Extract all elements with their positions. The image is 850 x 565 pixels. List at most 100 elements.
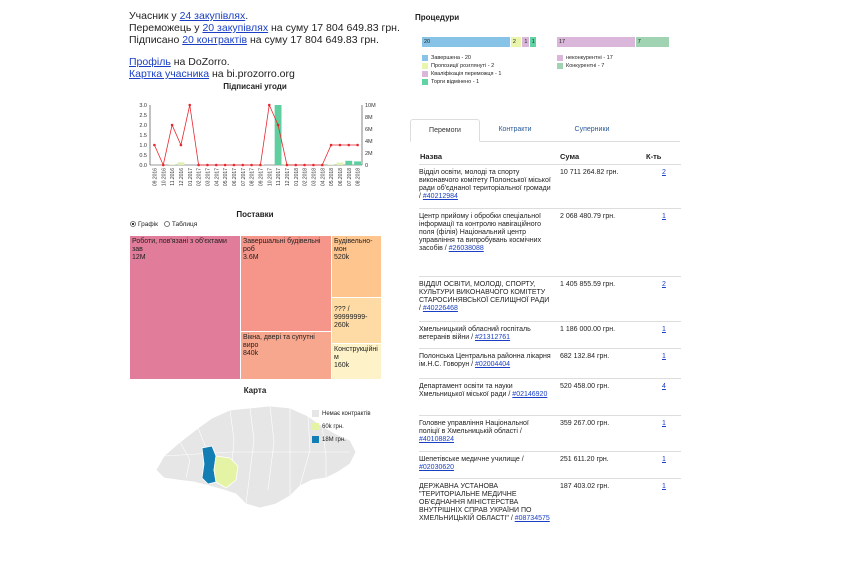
supplies-treemap: Роботи, пов'язані з об'єктами зав 12M Зав… <box>130 236 382 380</box>
win-count-link[interactable]: 1 <box>662 213 666 220</box>
radio-graph[interactable]: Графік <box>130 221 158 228</box>
x-tick-label: 03.2018 <box>311 168 317 186</box>
radio-table-dot[interactable] <box>163 221 170 228</box>
treemap-cell[interactable]: Будівельно-мон 520k <box>332 236 382 298</box>
table-row: Хмельницький обласний госпіталь ветерані… <box>419 321 681 349</box>
treemap-cell-value: 12M <box>132 254 146 261</box>
buyer-name: Хмельницький обласний госпіталь ветерані… <box>419 326 551 342</box>
procedure-legend-item: Пропозиції розглянуті - 2 <box>422 62 501 70</box>
tab-contracts[interactable]: Контракти <box>498 126 532 133</box>
chart-point <box>197 163 200 167</box>
map-region-60k[interactable] <box>213 455 239 489</box>
winner-link[interactable]: 20 закупівлях <box>202 22 269 34</box>
tab-wins[interactable]: Перемоги <box>410 119 480 142</box>
contracts-link[interactable]: 20 контрактів <box>182 34 248 46</box>
procedure-legend-label: Конкурентні - 7 <box>566 63 605 69</box>
win-count-link[interactable]: 1 <box>662 483 666 490</box>
swatch-icon <box>312 435 319 443</box>
x-tick-label: 07.2017 <box>241 168 247 186</box>
buyer-name: Департамент освіти та науки Хмельницької… <box>419 383 551 399</box>
treemap-cell[interactable]: Конструкційні м 160k <box>332 344 382 380</box>
x-tick-label: 08.2018 <box>356 168 362 186</box>
treemap-cell-label: Завершальні будівельні роб <box>243 238 321 253</box>
winner-label: Переможець у <box>129 22 203 34</box>
x-tick-label: 09.2017 <box>258 168 264 186</box>
win-count-link[interactable]: 4 <box>662 383 666 390</box>
win-sum: 1 405 855.59 грн. <box>560 281 616 288</box>
chart-point <box>285 163 289 167</box>
buyer-code-link[interactable]: #02004404 <box>475 361 511 368</box>
buyer-code-link[interactable]: #08734575 <box>514 515 550 522</box>
treemap-cell-value: 840k <box>243 350 259 357</box>
procedures-competition-legend: неконкурентні - 17 Конкурентні - 7 <box>557 54 613 70</box>
y-left-tick-label: 0.0 <box>139 163 147 169</box>
x-tick-label: 05.2018 <box>329 168 335 186</box>
tab-competitors[interactable]: Суперники <box>574 126 610 133</box>
map-region-18m[interactable] <box>201 445 217 485</box>
win-count-link[interactable]: 2 <box>662 169 666 176</box>
card-suffix: на bi.prozorro.org <box>209 68 295 80</box>
buyer-code-link[interactable]: #40108824 <box>419 436 455 443</box>
buyer-code-link[interactable]: #40226468 <box>422 305 458 312</box>
win-count-link[interactable]: 1 <box>662 326 666 333</box>
win-count-link[interactable]: 1 <box>662 353 666 360</box>
buyer-name-text: Центр прийому і обробки спеціальної інфо… <box>419 213 542 252</box>
ukraine-map <box>155 405 357 509</box>
chart-bar <box>327 164 335 165</box>
x-tick-label: 10.2016 <box>161 168 167 186</box>
win-sum: 359 267.00 грн. <box>560 420 610 427</box>
y-left-tick-label: 1.0 <box>139 143 147 149</box>
buyer-code-link[interactable]: #21312761 <box>475 334 511 341</box>
bi-card-link[interactable]: Картка учасника <box>129 68 210 80</box>
treemap-cell[interactable]: Завершальні будівельні роб 3.6M <box>241 236 332 332</box>
x-tick-label: 01.2018 <box>294 168 300 186</box>
win-count-link[interactable]: 1 <box>662 420 666 427</box>
procedure-bar-segment[interactable]: 17 <box>557 37 636 47</box>
procedure-bar-segment[interactable]: 7 <box>635 37 670 47</box>
treemap-cell[interactable]: Роботи, пов'язані з об'єктами зав 12M <box>130 236 241 380</box>
procedures-title: Процедури <box>415 13 460 22</box>
chart-point <box>320 163 324 167</box>
chart-point <box>170 123 174 127</box>
map-legend-label: 60k грн. <box>322 424 344 430</box>
win-count-link[interactable]: 2 <box>662 281 666 288</box>
win-count-link[interactable]: 1 <box>662 456 666 463</box>
table-row: Головне управління Національної поліції … <box>419 415 681 452</box>
chart-point <box>329 143 333 147</box>
buyer-code-link[interactable]: #26038088 <box>448 245 484 252</box>
treemap-cell[interactable]: Вікна, двері та супутні виро 840k <box>241 332 332 380</box>
procedure-bar-segment[interactable]: 2 <box>510 37 523 47</box>
procedure-bar-segment[interactable]: 1 <box>522 37 530 47</box>
signed-label: Підписано <box>129 34 183 46</box>
procedure-bar-segment[interactable]: 20 <box>422 37 511 47</box>
participant-label: Учасник у <box>129 10 180 22</box>
map-legend: Немає контрактів 60k грн. 18M грн. <box>312 408 371 447</box>
buyer-name: Центр прийому і обробки спеціальної інфо… <box>419 213 551 253</box>
swatch-icon <box>422 62 428 69</box>
buyer-name: Відділ освіти, молоді та спорту виконавч… <box>419 169 551 201</box>
buyer-code-link[interactable]: #40212984 <box>422 193 458 200</box>
dozorro-profile-link[interactable]: Профіль <box>129 56 171 68</box>
radio-table-label: Таблиця <box>171 221 198 228</box>
buyer-name-text: Головне управління Національної поліції … <box>419 420 529 435</box>
buyer-name: ВІДДІЛ ОСВІТИ, МОЛОДІ, СПОРТУ, КУЛЬТУРИ … <box>419 281 551 313</box>
x-tick-label: 02.2018 <box>303 168 309 186</box>
chart-point <box>338 143 342 147</box>
radio-table[interactable]: Таблиця <box>163 221 198 228</box>
x-tick-label: 12.2016 <box>179 168 185 186</box>
buyer-code-link[interactable]: #02030620 <box>419 464 455 471</box>
x-tick-label: 02.2017 <box>197 168 203 186</box>
header-name: Назва <box>420 152 443 161</box>
buyer-code-link[interactable]: #02146920 <box>512 391 548 398</box>
procedure-bar-segment[interactable]: 1 <box>529 37 537 47</box>
treemap-cell-label: Вікна, двері та супутні виро <box>243 334 315 349</box>
treemap-cell[interactable]: ??? / 99999999- 260k <box>332 298 382 344</box>
radio-graph-dot[interactable] <box>130 221 136 228</box>
win-sum: 2 068 480.79 грн. <box>560 213 616 220</box>
participant-link[interactable]: 24 закупівлях <box>179 10 246 22</box>
y-right-tick-label: 0 <box>365 163 368 169</box>
header-count: К-ть <box>646 152 662 161</box>
buyer-name-text: Департамент освіти та науки Хмельницької… <box>419 383 513 398</box>
treemap-cell-value: 260k <box>334 322 350 329</box>
map-legend-item: Немає контрактів <box>312 408 371 421</box>
